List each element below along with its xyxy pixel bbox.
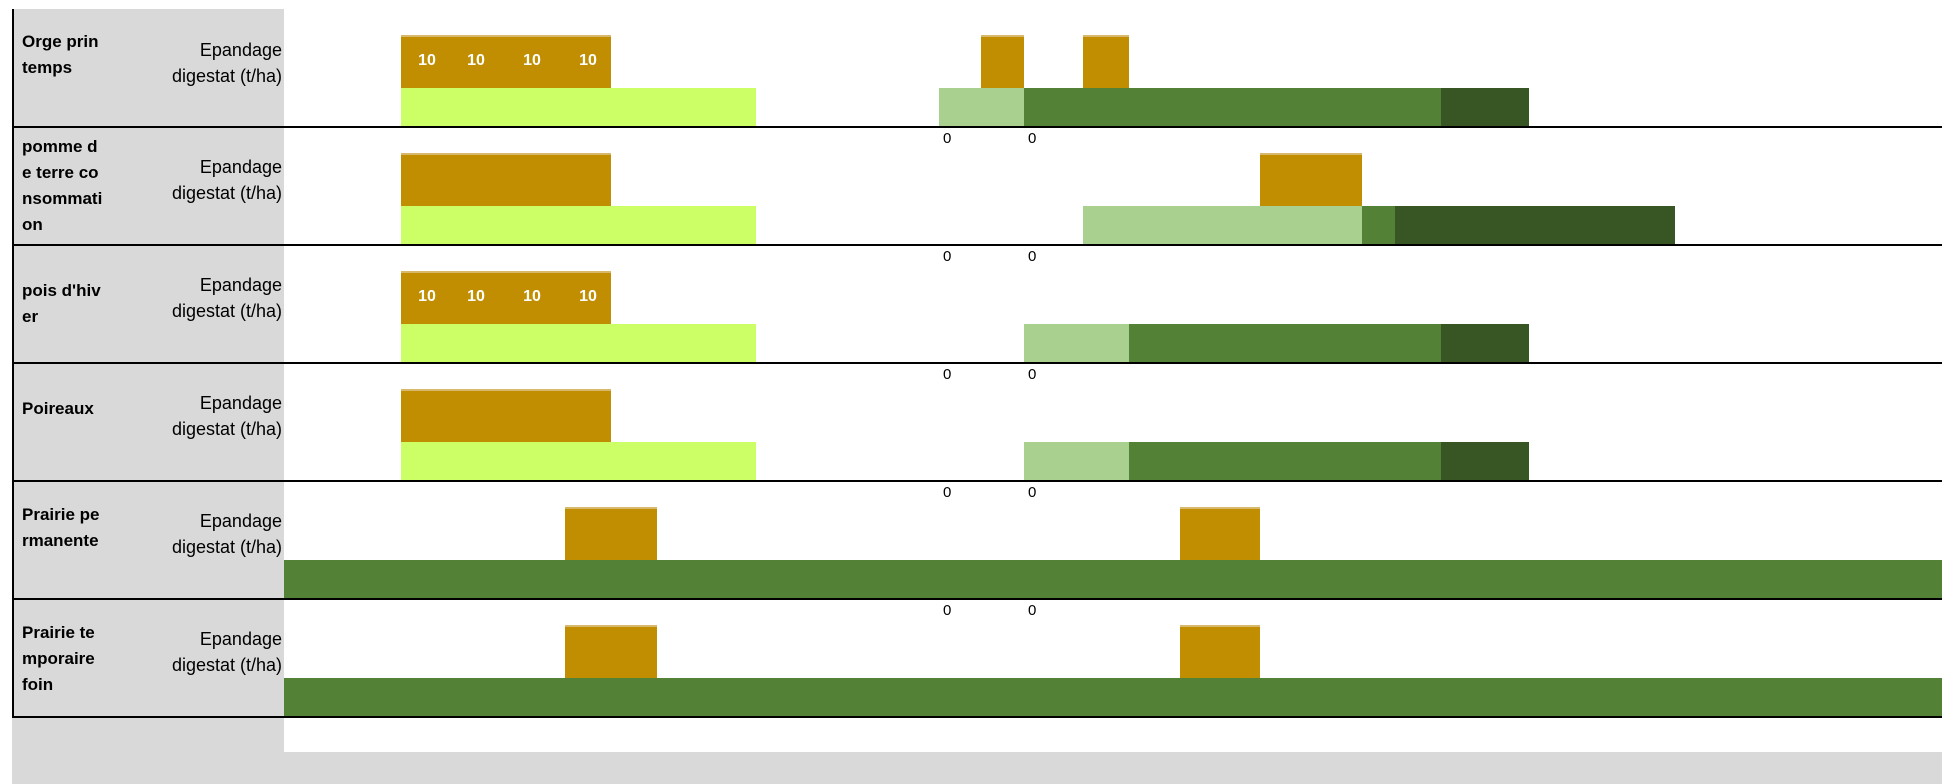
crop-name: Orge printemps [22, 32, 99, 77]
zero-label: 0 [1028, 248, 1037, 265]
footer-area [284, 752, 1942, 784]
digestat-bar [1260, 153, 1362, 206]
digestat-bar [401, 389, 611, 442]
period-bar [1395, 206, 1675, 244]
period-bar [1024, 88, 1441, 126]
row-label: Epandage digestat (t/ha) [171, 393, 282, 439]
digestat-bar [401, 35, 611, 88]
period-bar [1362, 206, 1395, 244]
digestat-value: 10 [418, 288, 436, 305]
digestat-value: 10 [579, 288, 597, 305]
digestat-bar [565, 625, 657, 678]
period-bar [401, 88, 756, 126]
period-bar [284, 560, 1942, 598]
zero-label: 0 [943, 248, 952, 265]
crop-name: Poireaux [22, 399, 94, 418]
digestat-bar [1180, 625, 1260, 678]
period-bar [401, 442, 756, 480]
crop-row-prairie-temporaire: 0 0 Prairie temporaire foin Epandage dig… [12, 600, 1942, 718]
crop-row-pois-hiver: 0 0 pois d'hiver Epandage digestat (t/ha… [12, 246, 1942, 364]
row-divider [12, 244, 1942, 246]
digestat-bar [981, 35, 1024, 88]
digestat-bar [1083, 35, 1129, 88]
zero-label: 0 [1028, 366, 1037, 383]
crop-name: pomme de terre consommation [22, 137, 103, 234]
digestat-value: 10 [523, 52, 541, 69]
row-label: Epandage digestat (t/ha) [171, 511, 282, 557]
period-bar [401, 324, 756, 362]
row-divider [12, 598, 1942, 600]
zero-label: 0 [943, 602, 952, 619]
digestat-value: 10 [579, 52, 597, 69]
crop-name: pois d'hiver [22, 281, 101, 326]
row-divider [12, 126, 1942, 128]
zero-label: 0 [943, 130, 952, 147]
left-border [12, 9, 14, 718]
zero-label: 0 [1028, 602, 1037, 619]
row-label: Epandage digestat (t/ha) [171, 157, 282, 203]
crop-name: Prairie temporaire foin [22, 623, 95, 694]
crop-row-poireaux: 0 0 Poireaux Epandage digestat (t/ha) [12, 364, 1942, 482]
digestat-value: 10 [523, 288, 541, 305]
period-bar [401, 206, 756, 244]
label-column-background [12, 9, 284, 784]
row-label: Epandage digestat (t/ha) [171, 40, 282, 86]
period-bar [939, 88, 1024, 126]
digestat-bar [1180, 507, 1260, 560]
period-bar [1024, 324, 1129, 362]
digestat-bar [401, 271, 611, 324]
period-bar [1129, 442, 1441, 480]
period-bar [284, 678, 1942, 716]
zero-label: 0 [943, 484, 952, 501]
crop-name: Prairie permanente [22, 505, 100, 550]
period-bar [1083, 206, 1362, 244]
period-bar [1129, 324, 1441, 362]
digestat-value: 10 [467, 52, 485, 69]
row-divider [12, 362, 1942, 364]
crop-row-pomme-de-terre: 0 0 pomme de terre consommation Epandage… [12, 128, 1942, 246]
digestat-value: 10 [418, 52, 436, 69]
row-divider [12, 716, 1942, 718]
row-divider [12, 480, 1942, 482]
period-bar [1441, 442, 1529, 480]
row-label: Epandage digestat (t/ha) [171, 275, 282, 321]
period-bar [1441, 88, 1529, 126]
zero-label: 0 [1028, 130, 1037, 147]
digestat-bar [565, 507, 657, 560]
crop-row-prairie-permanente: 0 0 Prairie permanente Epandage digestat… [12, 482, 1942, 600]
digestat-value: 10 [467, 288, 485, 305]
zero-label: 0 [1028, 484, 1037, 501]
row-label: Epandage digestat (t/ha) [171, 629, 282, 675]
empty-row [284, 718, 1942, 752]
zero-label: 0 [943, 366, 952, 383]
digestat-bar [401, 153, 611, 206]
crop-row-orge-printemps: Orge printemps Epandage digestat (t/ha) … [12, 9, 1942, 127]
period-bar [1441, 324, 1529, 362]
period-bar [1024, 442, 1129, 480]
